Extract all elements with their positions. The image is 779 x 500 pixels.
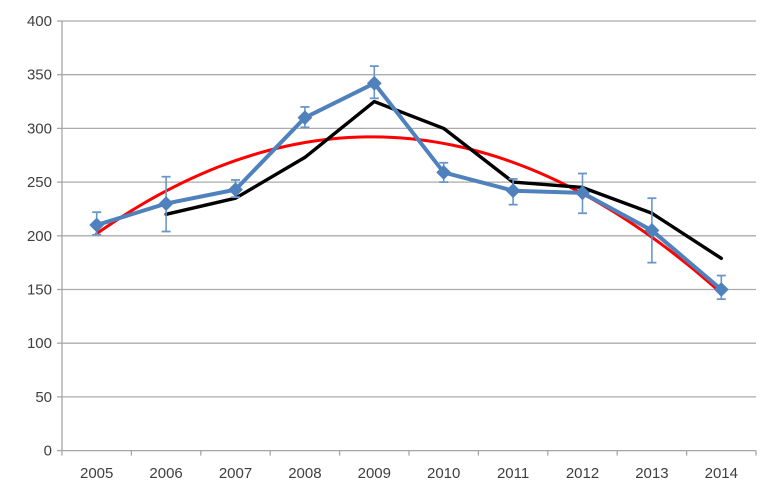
x-axis-label: 2013 [635, 465, 668, 482]
y-axis-label: 350 [27, 67, 52, 84]
data-point-marker [575, 185, 590, 201]
data-point-marker [228, 182, 243, 198]
y-axis-label: 0 [44, 443, 52, 460]
x-axis-label: 2012 [566, 465, 599, 482]
x-axis-label: 2009 [358, 465, 391, 482]
data-point-marker [713, 282, 729, 297]
x-axis-label: 2007 [219, 465, 252, 482]
series-line-black [164, 99, 723, 261]
x-axis-label: 2005 [80, 465, 113, 482]
y-axis-label: 400 [27, 13, 52, 30]
x-axis-label: 2010 [427, 465, 460, 482]
x-axis-label: 2006 [149, 465, 182, 482]
y-axis-label: 200 [27, 228, 52, 245]
data-point-marker [505, 183, 521, 199]
data-point-marker [436, 165, 452, 180]
data-point-marker [644, 223, 660, 238]
x-axis-label: 2011 [497, 465, 529, 482]
data-point-marker [297, 110, 313, 126]
y-axis-label: 100 [27, 335, 52, 352]
y-axis-label: 250 [27, 174, 52, 191]
x-axis-label: 2008 [288, 465, 321, 482]
y-axis-label: 50 [35, 389, 52, 406]
x-axis-label: 2014 [705, 465, 738, 482]
data-point-marker [89, 217, 105, 233]
y-axis-label: 150 [27, 282, 52, 299]
data-point-marker [158, 196, 174, 211]
data-point-marker [366, 75, 382, 91]
series-line-blue [94, 81, 724, 292]
y-axis-label: 300 [27, 120, 52, 137]
trendline-red [95, 135, 723, 295]
